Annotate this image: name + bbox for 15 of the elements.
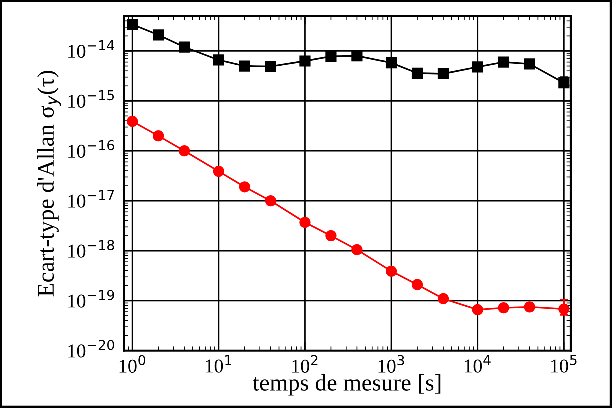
y-tick-label: 10$^{−16}$ (68, 140, 114, 158)
x-tick-label: 10$^{3}$ (378, 355, 404, 374)
x-tick-label: 10$^{0}$ (120, 355, 146, 374)
y-tick-label: 10$^{−20}$ (68, 340, 114, 358)
x-tick-label: 10$^{1}$ (206, 355, 232, 373)
y-tick-label: 10$^{−18}$ (68, 240, 114, 258)
x-tick-label: 10$^{4}$ (465, 355, 491, 373)
y-tick-label: 10$^{−19}$ (68, 290, 114, 308)
x-tick-label: 10$^{5}$ (551, 355, 577, 373)
y-axis-title: Ecart-type d'Allan σ$_{y}$(τ) (38, 71, 62, 297)
y-tick-label: 10$^{−15}$ (68, 90, 114, 108)
y-tick-label: 10$^{−17}$ (68, 190, 114, 208)
y-tick-label: 10$^{−14}$ (68, 40, 114, 58)
x-tick-label: 10$^{2}$ (292, 355, 318, 374)
x-axis-title: temps de mesure [s] (253, 374, 441, 396)
